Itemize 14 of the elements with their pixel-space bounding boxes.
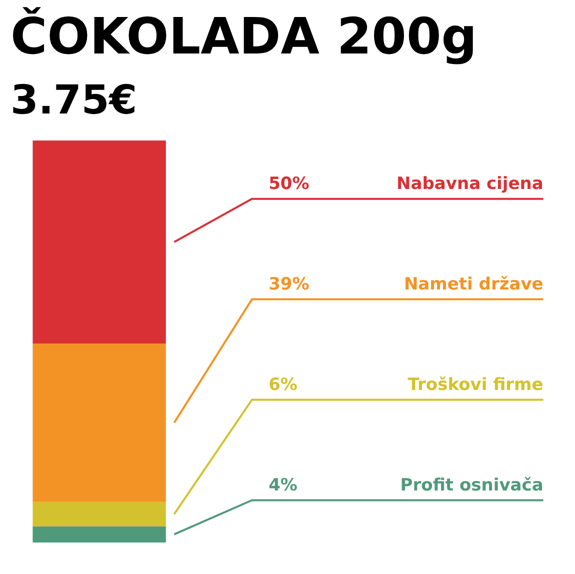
- chart-title: ČOKOLADA 200g: [10, 6, 478, 66]
- bar: [32, 140, 166, 344]
- data-label: 6%: [268, 374, 298, 395]
- bar: [32, 526, 166, 542]
- data-label: 39%: [268, 274, 310, 294]
- bar: [32, 502, 166, 526]
- text: Nameti države: [404, 274, 544, 294]
- text: Troškovi firme: [408, 374, 544, 395]
- data-label: 4%: [268, 475, 298, 496]
- text: Nabavna cijena: [396, 174, 544, 194]
- chart-subtitle: 3.75€: [10, 78, 138, 124]
- data-label: 50%: [268, 174, 310, 194]
- text: Profit osnivača: [400, 475, 544, 496]
- bar: [32, 344, 166, 502]
